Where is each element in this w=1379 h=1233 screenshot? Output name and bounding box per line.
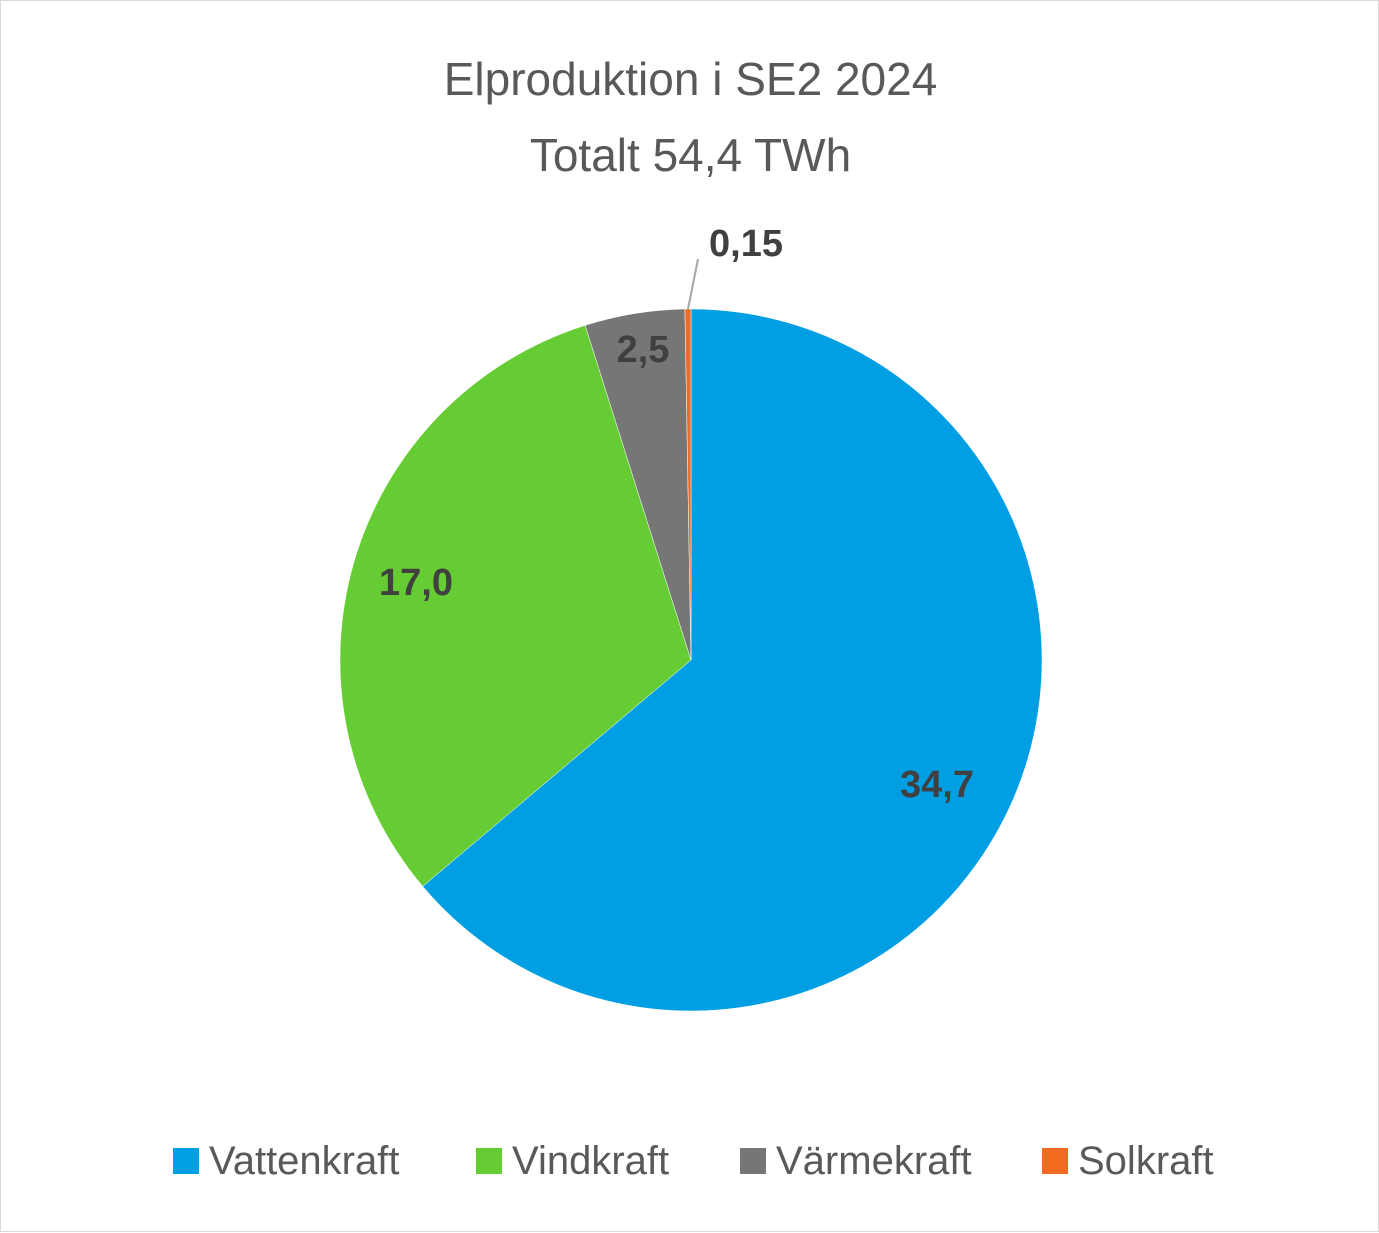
legend-swatch-vattenkraft [173, 1148, 199, 1174]
legend-item-solkraft: Solkraft [1042, 1137, 1214, 1185]
legend-item-vindkraft: Vindkraft [476, 1137, 669, 1185]
legend-item-vattenkraft: Vattenkraft [173, 1137, 399, 1185]
legend-swatch-vindkraft [476, 1148, 502, 1174]
chart-subtitle: Totalt 54,4 TWh [529, 129, 852, 181]
legend-swatch-varmekraft [740, 1148, 766, 1174]
data-label-varmekraft: 2,5 [617, 329, 670, 371]
data-label-vindkraft: 17,0 [379, 562, 453, 604]
legend-swatch-solkraft [1042, 1148, 1068, 1174]
chart-title: Elproduktion i SE2 2024 [443, 53, 938, 105]
pie-slice-vattenkraft [422, 308, 1043, 1012]
legend-label-solkraft: Solkraft [1078, 1138, 1214, 1183]
data-label-solkraft: 0,15 [709, 223, 783, 265]
legend-item-varmekraft: Värmekraft [740, 1137, 972, 1185]
pie-slice-vindkraft [339, 325, 692, 887]
leader-line-solkraft [686, 258, 699, 310]
legend: Vattenkraft Vindkraft Värmekraft Solkraf… [1, 1137, 1379, 1185]
data-label-vattenkraft: 34,7 [900, 764, 974, 806]
legend-label-vindkraft: Vindkraft [512, 1138, 670, 1183]
pie-slice-solkraft [684, 308, 692, 661]
legend-label-vattenkraft: Vattenkraft [209, 1138, 400, 1183]
legend-label-varmekraft: Värmekraft [776, 1138, 972, 1183]
